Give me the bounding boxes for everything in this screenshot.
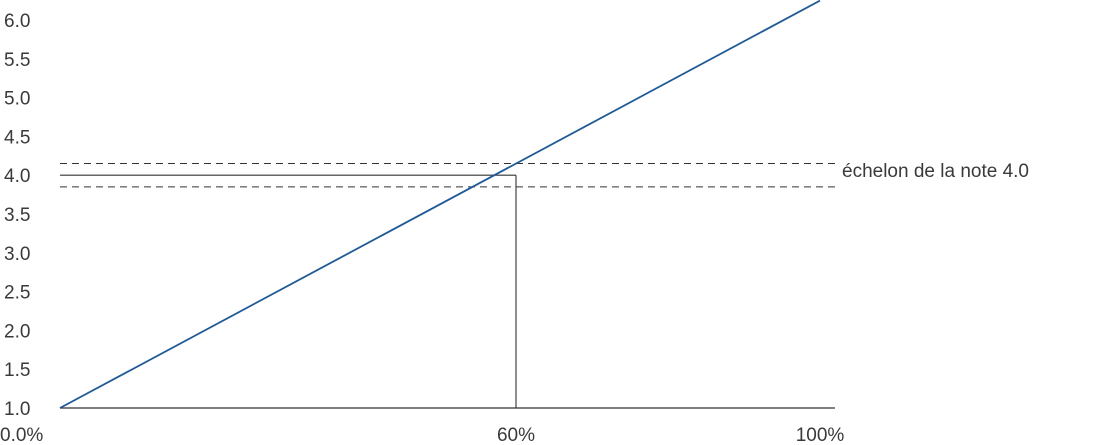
y-tick-label: 1.0 [4, 399, 30, 420]
y-tick-label: 3.5 [4, 205, 30, 226]
x-tick-label: 100% [796, 425, 845, 445]
grade-band-label: échelon de la note 4.0 [842, 161, 1029, 182]
y-tick-label: 5.5 [4, 50, 30, 71]
y-axis-tick-labels: 1.0 1.5 2.0 2.5 3.0 3.5 4.0 4.5 5.0 5.5 6.0 [4, 11, 30, 420]
y-tick-label: 6.0 [4, 11, 30, 32]
y-tick-label: 3.0 [4, 244, 30, 265]
x-tick-label: 60% [497, 425, 535, 445]
x-tick-label: 0.0% [0, 425, 43, 445]
y-tick-label: 2.5 [4, 283, 30, 304]
x-axis-tick-labels: 0.0% 60% 100% [0, 425, 844, 445]
y-tick-label: 4.0 [4, 166, 30, 187]
y-tick-label: 4.5 [4, 127, 30, 148]
y-tick-label: 1.5 [4, 360, 30, 381]
y-tick-label: 5.0 [4, 89, 30, 110]
y-tick-label: 2.0 [4, 321, 30, 342]
grade-scale-line [59, 0, 821, 409]
